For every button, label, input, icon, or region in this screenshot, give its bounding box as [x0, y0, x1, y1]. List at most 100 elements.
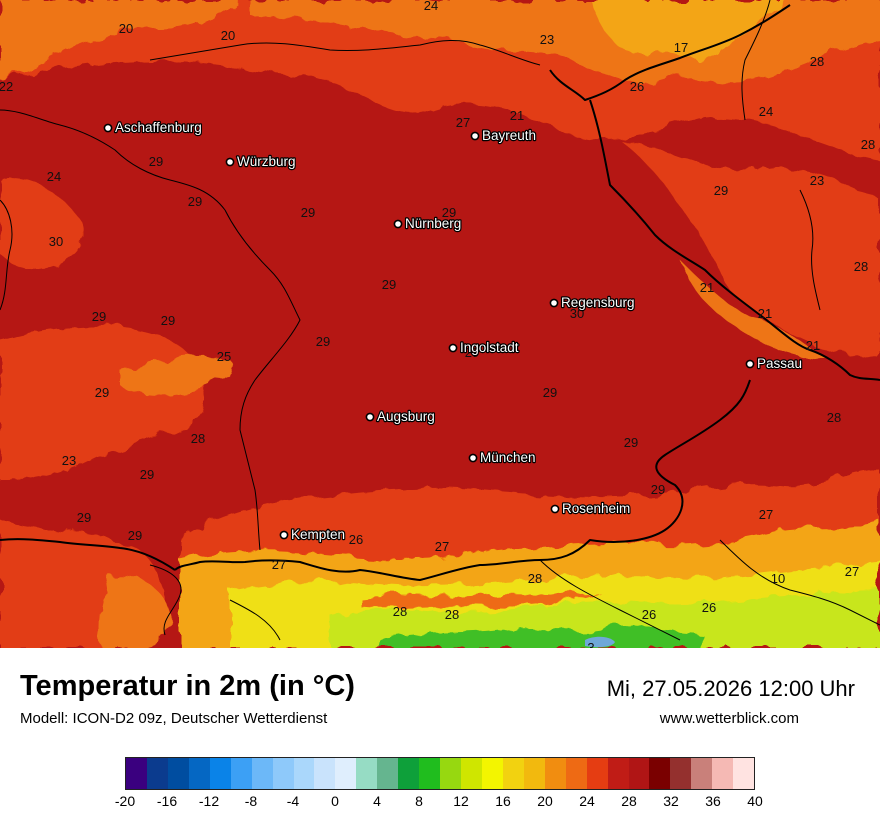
colorbar-tick-label: 8 [415, 793, 423, 809]
isotherm-label: 29 [149, 154, 163, 169]
isotherm-label: 29 [161, 313, 175, 328]
colorbar-tick-label: -16 [156, 793, 178, 809]
northeast-yellow-zone [590, 0, 790, 59]
isotherm-label: 23 [62, 453, 76, 468]
west-orange-stripe [120, 355, 233, 396]
city-dot [549, 298, 559, 308]
isotherm-label: 29 [266, 154, 280, 169]
colorbar-swatch [230, 758, 252, 789]
colorbar-swatch [712, 758, 734, 789]
colorbar-swatch [733, 758, 755, 789]
city-label: Passau [757, 356, 802, 371]
isotherm-label: 25 [217, 349, 231, 364]
temperature-fields [0, 0, 880, 648]
isotherm-label: 28 [854, 259, 868, 274]
legend-panel: Temperatur in 2m (in °C) Modell: ICON-D2… [0, 648, 880, 830]
isotherm-label: 29 [301, 205, 315, 220]
isotherm-label: 24 [424, 0, 438, 13]
southwest-orange-zone [98, 574, 171, 648]
lake-chiemsee [585, 636, 615, 648]
colorbar-swatch [607, 758, 629, 789]
isotherm-label: 27 [456, 115, 470, 130]
colorbar-swatch [126, 758, 147, 789]
colorbar-tick-label: 40 [747, 793, 763, 809]
city-label: Rosenheim [562, 501, 630, 516]
colorbar-swatch [628, 758, 650, 789]
colorbar-swatch [377, 758, 399, 789]
isotherm-label: 26 [349, 532, 363, 547]
east-border-cz [799, 189, 821, 311]
state-border-austria-inner [229, 539, 880, 641]
colorbar-tick-label: 32 [663, 793, 679, 809]
colorbar-tick-label: 4 [373, 793, 381, 809]
isotherm-label: 28 [827, 410, 841, 425]
colorbar-swatch [419, 758, 441, 789]
isotherm-label: 29 [382, 277, 396, 292]
north-border-saxony [741, 0, 771, 121]
colorbar-tick-label: 16 [495, 793, 511, 809]
temperature-colorbar [125, 757, 755, 790]
city-dot [448, 343, 458, 353]
colorbar-swatch [335, 758, 357, 789]
state-border-thuringia [149, 40, 541, 66]
isotherm-label: 29 [714, 183, 728, 198]
isotherm-label: 23 [540, 32, 554, 47]
city-label: Augsburg [377, 409, 435, 424]
isotherm-label: 27 [272, 557, 286, 572]
state-border-hessen-bw [0, 109, 301, 551]
colorbar-tick-label: 24 [579, 793, 595, 809]
city-marker: Würzburg [225, 153, 297, 170]
colorbar-tick-label: -4 [286, 793, 300, 809]
city-label: München [480, 450, 536, 465]
city-dot [393, 219, 403, 229]
colorbar-swatch [649, 758, 671, 789]
colorbar-swatch [670, 758, 692, 789]
national-border [0, 4, 880, 581]
isotherm-label: 20 [119, 21, 133, 36]
colorbar-tick-label: 0 [331, 793, 339, 809]
map-canvas: 24 20 20 23 17 28 22 26 21 27 24 28 29 29 24 23 29 29 29 29… [0, 0, 880, 648]
city-dot [279, 530, 289, 540]
isotherm-label: 22 [0, 79, 13, 94]
colorbar-swatch [440, 758, 461, 789]
map-title: Temperatur in 2m (in °C) [20, 670, 355, 702]
colorbar-swatch [586, 758, 608, 789]
isotherm-label: 24 [759, 104, 773, 119]
east-warm-zone [620, 140, 880, 360]
city-marker: Kempten [279, 526, 346, 543]
city-label: Würzburg [237, 154, 296, 169]
isotherm-label: 23 [810, 173, 824, 188]
city-marker: Rosenheim [550, 500, 631, 517]
isotherm-label: 21 [806, 338, 820, 353]
isotherm-label: 27 [759, 507, 773, 522]
colorbar-tick-label: 36 [705, 793, 721, 809]
west-warm-band-2 [0, 179, 85, 271]
isotherm-label: 10 [771, 571, 785, 586]
colorbar-swatch [314, 758, 336, 789]
city-label: Bayreuth [482, 128, 536, 143]
isotherm-label: 29 [188, 194, 202, 209]
website-link[interactable]: www.wetterblick.com [659, 710, 799, 727]
isotherm-label: 3 [587, 640, 594, 648]
isotherm-label: 29 [543, 385, 557, 400]
colorbar-ticks: -20 -16 -12 -8 -4 0 4 8 12 16 20 24 28 32 36 40 [115, 790, 763, 820]
city-marker: Nürnberg [393, 215, 462, 232]
colorbar-swatch [209, 758, 231, 789]
city-marker: Regensburg [549, 294, 636, 311]
colorbar-swatch [691, 758, 713, 789]
northwest-orange-zone [0, 0, 240, 80]
colorbar-tick-label: -20 [114, 793, 136, 809]
city-dot [470, 131, 480, 141]
city-marker: Augsburg [365, 408, 436, 425]
city-dot [550, 504, 560, 514]
colorbar-swatch [356, 758, 378, 789]
colorbar-tick-label: -12 [198, 793, 220, 809]
city-label: Nürnberg [405, 216, 461, 231]
isotherm-label: 27 [435, 539, 449, 554]
isotherm-label: 28 [445, 607, 459, 622]
city-label: Regensburg [561, 295, 635, 310]
city-markers: Aschaffenburg Würzburg Bayreuth Nürnberg Reg… [103, 119, 803, 543]
colorbar-swatch [188, 758, 210, 789]
isotherm-label: 26 [642, 607, 656, 622]
colorbar-tick-label: 20 [537, 793, 553, 809]
